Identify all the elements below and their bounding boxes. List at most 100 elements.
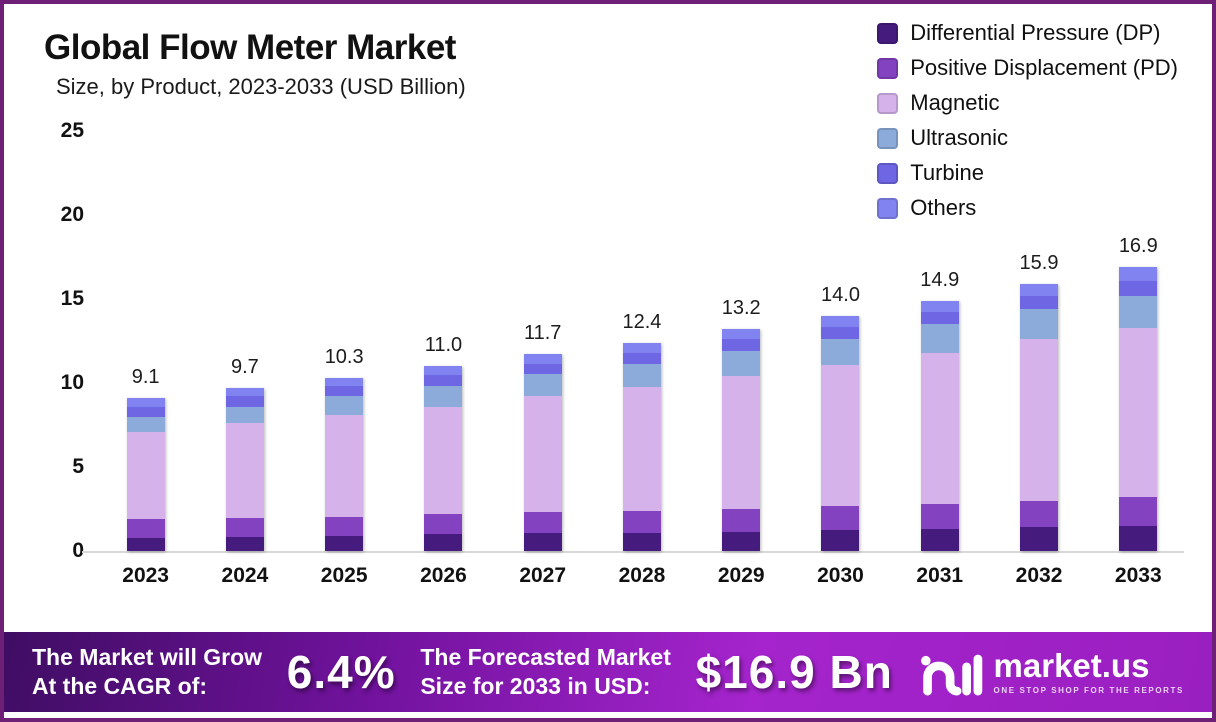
bar-segment-others (225, 388, 264, 397)
bar-segment-others (622, 342, 661, 353)
bar-segment-magnetic (424, 406, 463, 515)
x-label-2033: 2033 (1114, 564, 1162, 587)
stacked-bar-2031 (920, 300, 959, 551)
bar-segment-ultrasonic (920, 324, 959, 353)
bar-segment-ultrasonic (424, 386, 463, 407)
bar-column-2033: 16.9 (1089, 235, 1188, 551)
bar-segment-magnetic (523, 395, 562, 513)
x-label-2023: 2023 (122, 564, 169, 587)
bar-segment-ultrasonic (523, 373, 562, 396)
legend-swatch-icon (877, 57, 899, 79)
stacked-bar-2026 (424, 366, 463, 551)
x-label-2026: 2026 (420, 564, 467, 587)
bar-segment-turbine (722, 339, 761, 352)
bar-column-2031: 14.9 (890, 269, 989, 551)
bar-total-label-2027: 11.7 (523, 322, 562, 345)
x-label-2028: 2028 (618, 564, 666, 587)
x-label-2032: 2032 (1015, 564, 1063, 587)
cagr-label: The Market will Grow At the CAGR of: (32, 643, 262, 701)
legend-swatch-icon (877, 162, 899, 184)
bar-total-label-2024: 9.7 (230, 356, 259, 379)
bar-segment-positive-displacement-pd- (126, 519, 165, 538)
bar-column-2024: 9.7 (195, 356, 294, 551)
marketus-logo-icon (920, 654, 982, 696)
stacked-bar-2030 (821, 315, 860, 551)
bar-total-label-2029: 13.2 (721, 297, 761, 320)
bar-plot-area: 9.1 9.7 10.3 11.0 11.7 12.4 13.2 14.0 14.9 15.9 16… (96, 131, 1188, 551)
bar-segment-others (722, 329, 761, 340)
x-label-2031: 2031 (916, 564, 964, 587)
forecast-label: The Forecasted Market Size for 2033 in U… (420, 643, 671, 701)
bar-segment-differential-pressure-dp- (920, 529, 959, 551)
stacked-bar-2023 (126, 398, 165, 551)
cagr-label-line2: At the CAGR of: (32, 673, 208, 699)
forecast-label-line2: Size for 2033 in USD: (420, 673, 651, 699)
y-tick-0: 0 (72, 539, 84, 562)
brand-text: market.us ONE STOP SHOP FOR THE REPORTS (994, 649, 1184, 695)
bar-segment-magnetic (126, 431, 165, 520)
bar-segment-differential-pressure-dp- (722, 531, 761, 551)
bar-segment-positive-displacement-pd- (225, 518, 264, 537)
bar-segment-others (1119, 267, 1158, 282)
legend-swatch-icon (877, 92, 899, 114)
bar-column-2032: 15.9 (989, 252, 1088, 551)
legend-label: Positive Displacement (PD) (910, 55, 1178, 80)
bar-segment-ultrasonic (1119, 295, 1158, 328)
bar-segment-turbine (523, 363, 562, 374)
forecast-label-line1: The Forecasted Market (420, 644, 671, 671)
chart-legend: Differential Pressure (DP) Positive Displ… (877, 20, 1178, 230)
bar-segment-differential-pressure-dp- (225, 536, 264, 551)
bar-segment-differential-pressure-dp- (1119, 525, 1158, 551)
bar-segment-others (1020, 283, 1059, 296)
y-tick-25: 25 (60, 119, 84, 142)
legend-item-others: Others (877, 195, 1178, 221)
legend-swatch-icon (877, 22, 899, 44)
bar-column-2028: 12.4 (592, 311, 691, 551)
legend-item-turbine: Turbine (877, 160, 1178, 186)
bar-segment-others (920, 300, 959, 312)
legend-swatch-icon (877, 127, 899, 149)
bar-segment-turbine (225, 396, 264, 407)
bar-column-2025: 10.3 (295, 346, 394, 551)
bar-segment-ultrasonic (126, 416, 165, 432)
bar-segment-others (126, 398, 165, 407)
bar-segment-positive-displacement-pd- (622, 510, 661, 533)
bar-segment-turbine (1119, 281, 1158, 296)
bar-segment-others (821, 315, 860, 327)
bar-segment-others (523, 354, 562, 364)
legend-item-magnetic: Magnetic (877, 90, 1178, 116)
bar-segment-turbine (126, 406, 165, 417)
legend-item-differential-pressure-dp-: Differential Pressure (DP) (877, 20, 1178, 46)
bar-segment-differential-pressure-dp- (1020, 527, 1059, 551)
legend-label: Ultrasonic (910, 125, 1009, 150)
chart-subtitle: Size, by Product, 2023-2033 (USD Billion… (56, 74, 466, 99)
stacked-bar-2032 (1020, 283, 1059, 551)
bar-segment-positive-displacement-pd- (424, 514, 463, 535)
cagr-label-line1: The Market will Grow (32, 644, 263, 671)
stacked-bar-2024 (225, 388, 264, 551)
legend-label: Differential Pressure (DP) (910, 20, 1161, 45)
stacked-bar-2028 (622, 342, 661, 551)
brand-tagline: ONE STOP SHOP FOR THE REPORTS (993, 686, 1184, 695)
y-tick-15: 15 (60, 287, 84, 310)
x-axis-labels: 2023 2024 2025 2026 2027 2028 2029 2030 2031 2032… (96, 564, 1188, 588)
stacked-bar-2027 (523, 354, 562, 551)
y-tick-10: 10 (60, 371, 84, 394)
bar-column-2027: 11.7 (493, 322, 592, 551)
bar-segment-others (325, 378, 364, 387)
bar-segment-turbine (821, 326, 860, 339)
bar-segment-turbine (424, 375, 463, 387)
bar-segment-positive-displacement-pd- (1119, 497, 1158, 526)
bar-segment-ultrasonic (622, 363, 661, 388)
footer-banner: The Market will Grow At the CAGR of: 6.4… (4, 632, 1212, 712)
x-label-2029: 2029 (717, 564, 765, 587)
x-label-2025: 2025 (320, 564, 368, 587)
bar-column-2030: 14.0 (791, 284, 890, 551)
bar-segment-turbine (325, 386, 364, 397)
bar-segment-positive-displacement-pd- (821, 506, 860, 530)
y-axis: 0 5 10 15 20 25 (28, 119, 84, 562)
bar-segment-magnetic (821, 365, 860, 507)
bar-segment-magnetic (622, 387, 661, 511)
bar-total-label-2026: 11.0 (424, 334, 463, 357)
